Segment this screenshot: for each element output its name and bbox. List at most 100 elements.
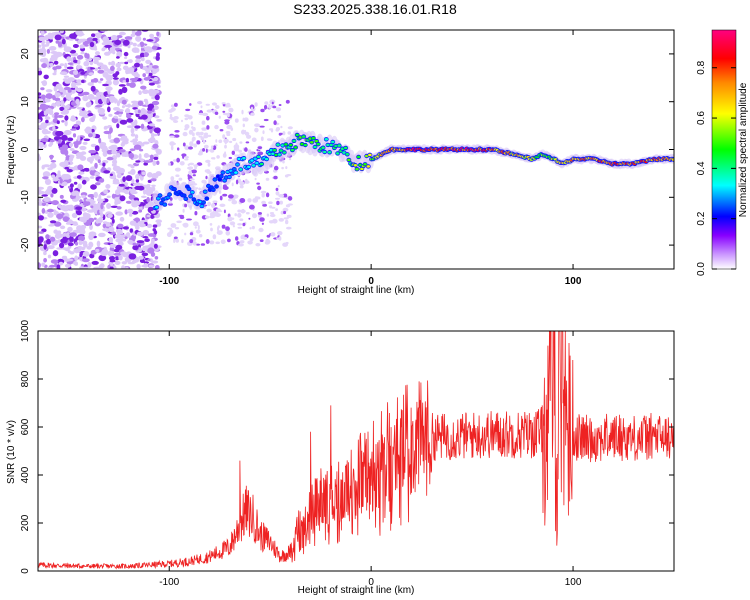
spectrogram-speckle <box>203 144 209 149</box>
spectrogram-speckle <box>245 212 250 215</box>
spectrogram-speckle <box>122 150 129 157</box>
ridge-core <box>232 167 237 171</box>
spectrogram-speckle <box>250 112 255 116</box>
spectrogram-speckle <box>84 168 90 172</box>
spectrogram-speckle <box>107 88 111 95</box>
spectrogram-speckle <box>102 71 109 78</box>
spectrogram-speckle <box>134 62 141 68</box>
spectrogram-speckle <box>75 30 83 36</box>
ridge-core <box>198 200 203 204</box>
spectrogram-speckle <box>102 223 107 229</box>
spectrogram-speckle <box>118 88 123 95</box>
spectrogram-speckle <box>194 226 197 229</box>
spectrogram-speckle <box>119 195 126 202</box>
spectrogram-speckle <box>259 239 264 243</box>
spectrogram-speckle <box>82 95 89 102</box>
spectrogram-speckle <box>259 217 265 222</box>
spectrogram-speckle <box>43 111 47 116</box>
spectrogram-speckle <box>185 108 191 112</box>
spectrogram-speckle <box>38 215 44 221</box>
spectrogram-speckle <box>105 223 111 227</box>
spectrogram-speckle <box>139 41 145 48</box>
spectrogram-speckle <box>110 261 114 267</box>
x-tick-label: 100 <box>565 276 582 287</box>
spectrogram-speckle <box>80 225 87 230</box>
spectrogram-speckle <box>52 72 57 76</box>
ridge-core <box>234 171 238 174</box>
spectrogram-speckle <box>59 242 65 249</box>
spectrogram-speckle <box>98 264 104 269</box>
spectrogram-speckle <box>44 98 51 103</box>
spectrogram-speckle <box>52 176 59 182</box>
spectrogram-speckle <box>94 32 103 36</box>
spectrogram-speckle <box>273 175 278 180</box>
spectrogram-speckle <box>77 183 82 190</box>
spectrogram-speckle <box>38 141 43 147</box>
spectrogram-speckle <box>210 227 213 232</box>
ridge-core <box>156 197 161 200</box>
spectrogram-speckle <box>87 217 95 223</box>
spectrogram-speckle <box>38 189 42 195</box>
spectrogram-speckle <box>146 39 154 42</box>
spectrogram-speckle <box>112 181 121 185</box>
spectrogram-speckle <box>157 85 161 88</box>
spectrogram-speckle <box>82 114 90 119</box>
spectrogram-speckle <box>141 252 149 257</box>
ridge-core <box>293 146 298 149</box>
spectrogram-speckle <box>82 258 90 263</box>
spectrogram-speckle <box>128 67 132 74</box>
spectrogram-speckle <box>138 255 144 260</box>
spectrogram-speckle <box>99 144 105 149</box>
spectrogram-speckle <box>260 136 264 142</box>
snr-frame <box>37 330 675 572</box>
spectrogram-speckle <box>205 239 210 244</box>
spectrogram-speckle <box>69 232 77 238</box>
spectrogram-speckle <box>147 103 155 110</box>
spectrogram-speckle <box>70 128 77 131</box>
spectrogram-speckle <box>146 196 150 203</box>
spectrogram-speckle <box>148 72 153 77</box>
ridge-core <box>159 201 164 205</box>
spectrogram-speckle <box>141 114 148 120</box>
spectrogram-speckle <box>72 133 77 138</box>
spectrogram-speckle <box>125 77 129 83</box>
spectrogram-speckle <box>234 154 240 157</box>
spectrogram-speckle <box>170 176 175 181</box>
spectrogram-speckle <box>110 34 118 42</box>
ridge-core <box>222 179 227 182</box>
spectrogram-speckle <box>184 158 189 161</box>
spectrogram-speckle <box>173 236 178 240</box>
spectrogram-speckle <box>90 205 94 209</box>
spectrogram-speckle <box>57 41 63 48</box>
spectrogram-speckle <box>137 109 141 114</box>
spectrogram-speckle <box>188 162 195 166</box>
spectrogram-speckle <box>130 168 136 175</box>
spectrogram-speckle <box>67 97 75 101</box>
spectrogram-speckle <box>211 102 218 106</box>
spectrogram-speckle <box>273 120 277 126</box>
spectrogram-speckle <box>151 100 160 106</box>
spectrogram-speckle <box>107 82 112 85</box>
spectrogram-speckle <box>216 230 223 236</box>
spectrogram-speckle <box>206 170 212 174</box>
colorbar-tick-label: 0.6 <box>696 111 707 125</box>
spectrogram-speckle <box>257 185 262 191</box>
spectrogram-speckle <box>139 52 145 58</box>
x-tick-label: -100 <box>159 276 179 287</box>
spectrogram-heatmap <box>38 30 674 269</box>
spectrogram-speckle <box>41 57 49 63</box>
spectrogram-speckle <box>117 223 124 228</box>
spectrogram-speckle <box>169 197 173 201</box>
ridge-core <box>343 146 348 150</box>
ridge-core <box>217 178 222 181</box>
spectrogram-speckle <box>108 113 113 117</box>
ridge-core <box>206 184 211 188</box>
spectrogram-speckle <box>264 101 269 105</box>
spectrogram-speckle <box>48 46 57 51</box>
spectrogram-speckle <box>111 150 118 155</box>
spectrogram-speckle <box>224 144 227 149</box>
spectrogram-speckle <box>53 229 58 234</box>
spectrogram-speckle <box>67 226 73 232</box>
